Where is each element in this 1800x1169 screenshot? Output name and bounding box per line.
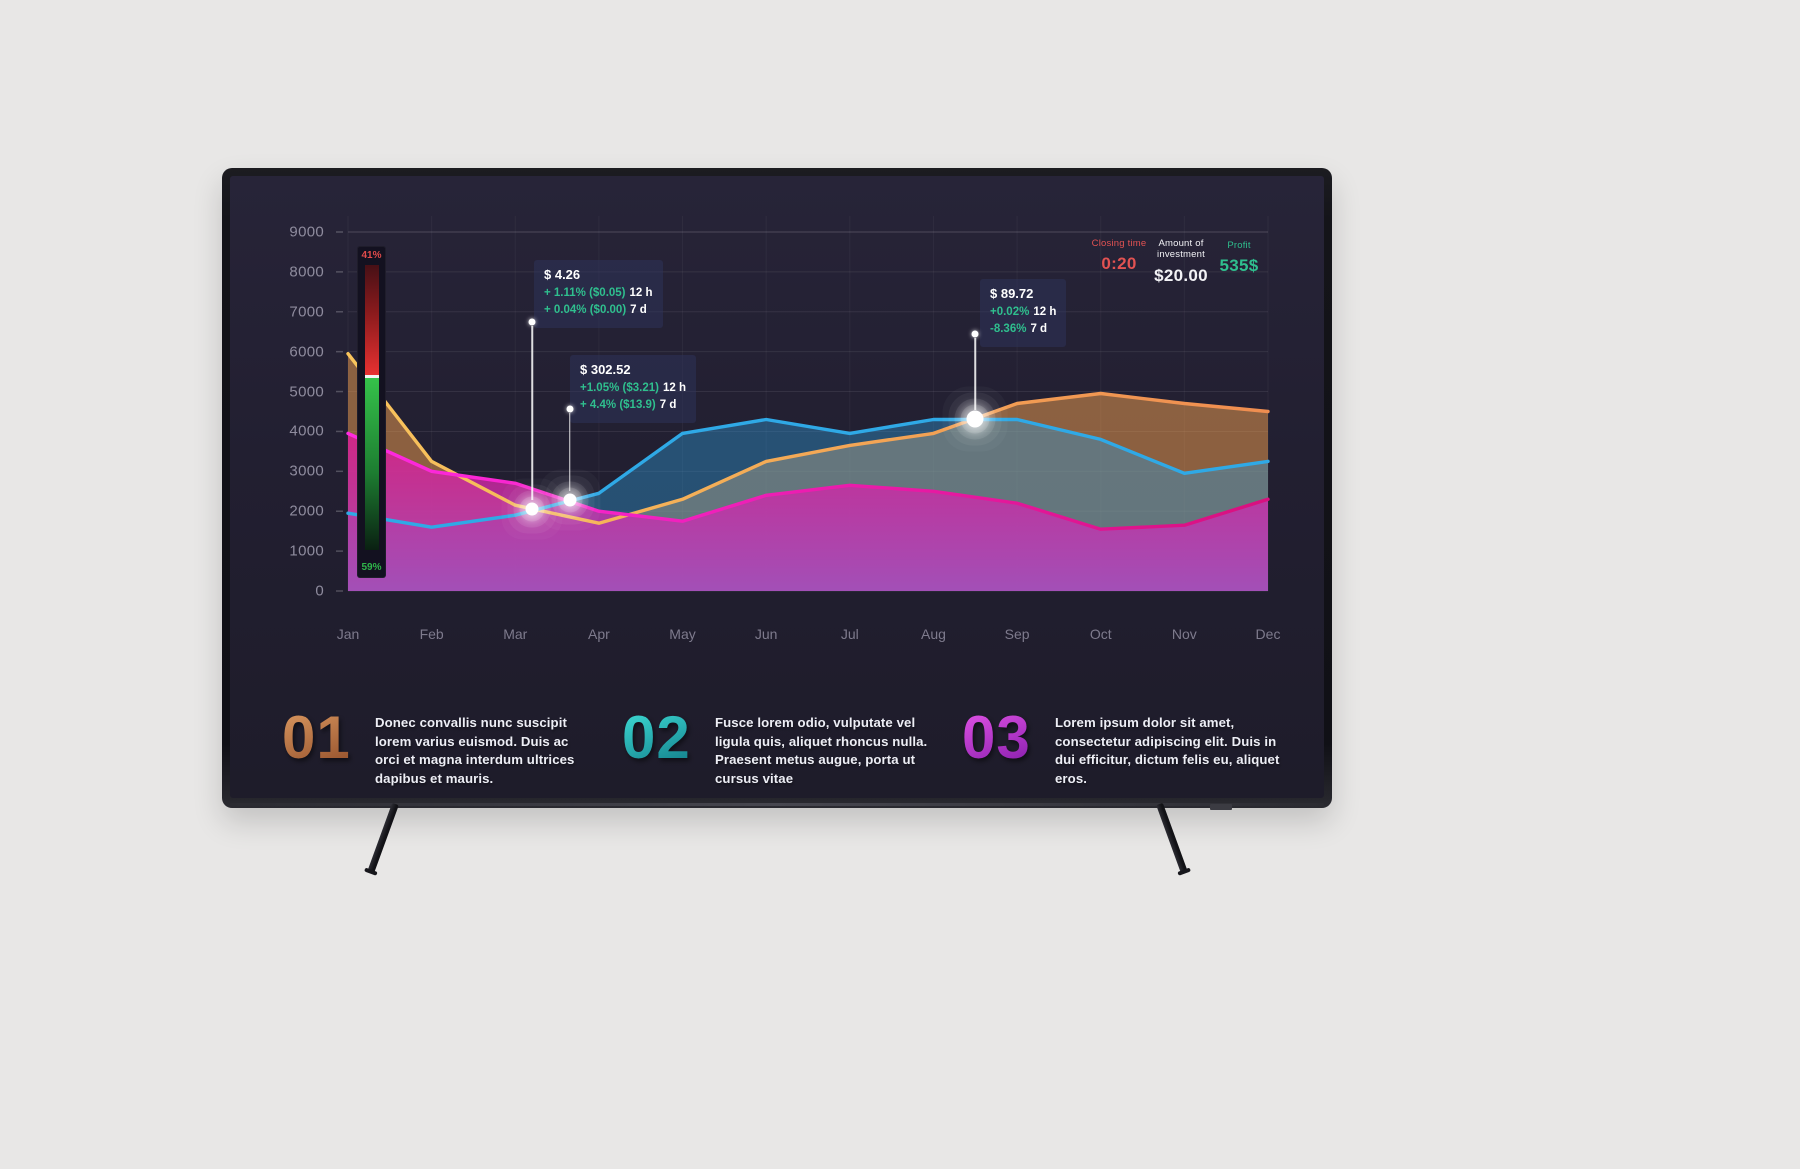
tooltip-1-row-7d: + 0.04% ($0.00) 7 d <box>544 302 653 319</box>
gauge-bar <box>364 265 379 550</box>
x-axis-month-label: Apr <box>588 626 610 642</box>
y-axis-tick-label: 9000 <box>289 223 324 241</box>
section-3-number: 03 <box>962 704 1031 771</box>
tooltip-stem-dot <box>566 405 574 413</box>
tv-stand-right-leg <box>1156 802 1188 873</box>
tooltip-1-period-12h: 12 h <box>629 287 653 299</box>
tooltip-stem <box>531 326 533 501</box>
tooltip-1-pct-12h: + 1.11% ($0.05) <box>544 287 626 299</box>
chart-series <box>346 352 1270 591</box>
tooltip-stem <box>568 413 571 492</box>
tooltip-3-pct-7d: -8.36% <box>990 323 1027 336</box>
y-axis-tick-label: 3000 <box>289 462 324 480</box>
magenta-series-line <box>346 431 1270 531</box>
tooltip-2-pct-7d: + 4.4% ($13.9) <box>580 399 656 412</box>
gauge-divider <box>364 375 379 378</box>
x-axis-month-label: Sep <box>1004 626 1030 642</box>
orange-series-line <box>346 352 1270 525</box>
tooltip-3-row-7d: -8.36% 7 d <box>990 321 1056 338</box>
y-axis-tick-label: 6000 <box>289 343 324 361</box>
tooltip-2-period-12h: 12 h <box>662 382 686 394</box>
x-axis-month-label: Aug <box>920 626 946 642</box>
y-axis-tick-label: 7000 <box>289 303 324 321</box>
tooltip-2-pct-12h: +1.05% ($3.21) <box>580 382 659 394</box>
tooltip-3-price: $ 89.72 <box>990 286 1034 301</box>
data-point-glow-marker <box>966 410 984 428</box>
gauge-green-segment <box>364 378 379 550</box>
x-axis-month-label: Dec <box>1255 626 1281 642</box>
tv-stand-left-leg <box>367 802 399 873</box>
gauge-top-label: 41% <box>361 250 382 261</box>
section-3-text: Lorem ipsum dolor sit amet, consectetur … <box>1055 715 1280 787</box>
tooltip-stem <box>974 338 977 410</box>
tooltip-1-row-12h: + 1.11% ($0.05) 12 h <box>544 285 653 302</box>
tv-bottom-highlight <box>230 803 1324 806</box>
x-axis-month-label: Oct <box>1089 626 1112 642</box>
tooltip-3-pct-12h: +0.02% <box>990 306 1030 318</box>
section-2-number: 02 <box>622 704 691 771</box>
tooltip-1: $ 4.26 + 1.11% ($0.05) 12 h + 0.04% ($0.0… <box>534 260 663 328</box>
y-axis-labels: 9000 8000 7000 6000 5000 4000 3000 2000 1000 0 <box>260 176 324 606</box>
tooltip-2-row-7d: + 4.4% ($13.9) 7 d <box>580 397 686 414</box>
tooltip-1-price: $ 4.26 <box>544 267 581 282</box>
tooltip-stem-dot <box>971 330 979 338</box>
data-point-glow-marker <box>563 493 577 507</box>
y-axis-tick-label: 1000 <box>289 542 324 560</box>
stat-investment-value: $20.00 <box>1154 265 1208 285</box>
tooltip-stem-dot <box>528 318 536 326</box>
tooltip-2: $ 302.52 +1.05% ($3.21) 12 h + 4.4% ($13.… <box>570 355 696 423</box>
tooltip-3-period-7d: 7 d <box>1030 323 1048 336</box>
x-axis-month-label: Nov <box>1171 626 1197 642</box>
section-1-text: Donec convallis nunc suscipit lorem vari… <box>375 715 575 787</box>
gauge-red-segment <box>364 265 379 375</box>
stat-investment-label: Amount of investment <box>1157 238 1205 261</box>
tooltip-2-price: $ 302.52 <box>580 362 631 377</box>
tooltip-2-period-7d: 7 d <box>659 399 677 412</box>
stat-profit-label: Profit <box>1227 240 1251 251</box>
blue-series-line <box>346 417 1270 529</box>
gauge-bottom-label: 59% <box>361 562 382 573</box>
stat-closing-time-label: Closing time <box>1091 238 1147 249</box>
y-axis-tick-label: 4000 <box>289 422 324 440</box>
tv-frame: 9000 8000 7000 6000 5000 4000 3000 2000 1000 0 Ja… <box>222 168 1332 810</box>
data-point-glow-marker <box>525 502 539 516</box>
tooltip-3-period-12h: 12 h <box>1033 306 1057 318</box>
tooltip-3-row-12h: +0.02% 12 h <box>990 304 1056 321</box>
y-axis-tick-label: 5000 <box>289 383 324 401</box>
tooltip-3: $ 89.72 +0.02% 12 h -8.36% 7 d <box>980 279 1067 347</box>
x-axis-month-label: Feb <box>419 626 444 642</box>
y-axis-tick-label: 2000 <box>289 502 324 520</box>
x-axis-month-label: Jun <box>754 626 778 642</box>
x-axis-month-label: Jan <box>336 626 360 642</box>
tv-screen: 9000 8000 7000 6000 5000 4000 3000 2000 1000 0 Ja… <box>230 176 1324 798</box>
tv-sensor <box>1210 804 1232 810</box>
section-1-number: 01 <box>282 704 351 771</box>
magenta-series-area <box>348 433 1268 591</box>
stat-profit: Profit 535$ <box>1214 240 1264 276</box>
y-axis-tick-label: 0 <box>315 582 324 600</box>
area-chart <box>336 216 1270 592</box>
tooltip-1-pct-7d: + 0.04% ($0.00) <box>544 304 627 317</box>
stat-closing-time-value: 0:20 <box>1101 254 1137 274</box>
tooltip-1-period-7d: 7 d <box>630 304 647 317</box>
y-axis-tick-label: 8000 <box>289 263 324 281</box>
stat-investment: Amount of investment $20.00 <box>1142 238 1220 286</box>
section-2-text: Fusce lorem odio, vulputate vel ligula q… <box>715 715 928 787</box>
stat-closing-time: Closing time 0:20 <box>1085 238 1153 274</box>
x-axis-month-label: Jul <box>840 626 859 642</box>
tooltip-2-row-12h: +1.05% ($3.21) 12 h <box>580 380 686 397</box>
gauge: 41% 59% <box>357 246 386 578</box>
x-axis-month-label: Mar <box>503 626 528 642</box>
stat-profit-value: 535$ <box>1219 256 1259 276</box>
x-axis-month-label: May <box>669 626 696 642</box>
